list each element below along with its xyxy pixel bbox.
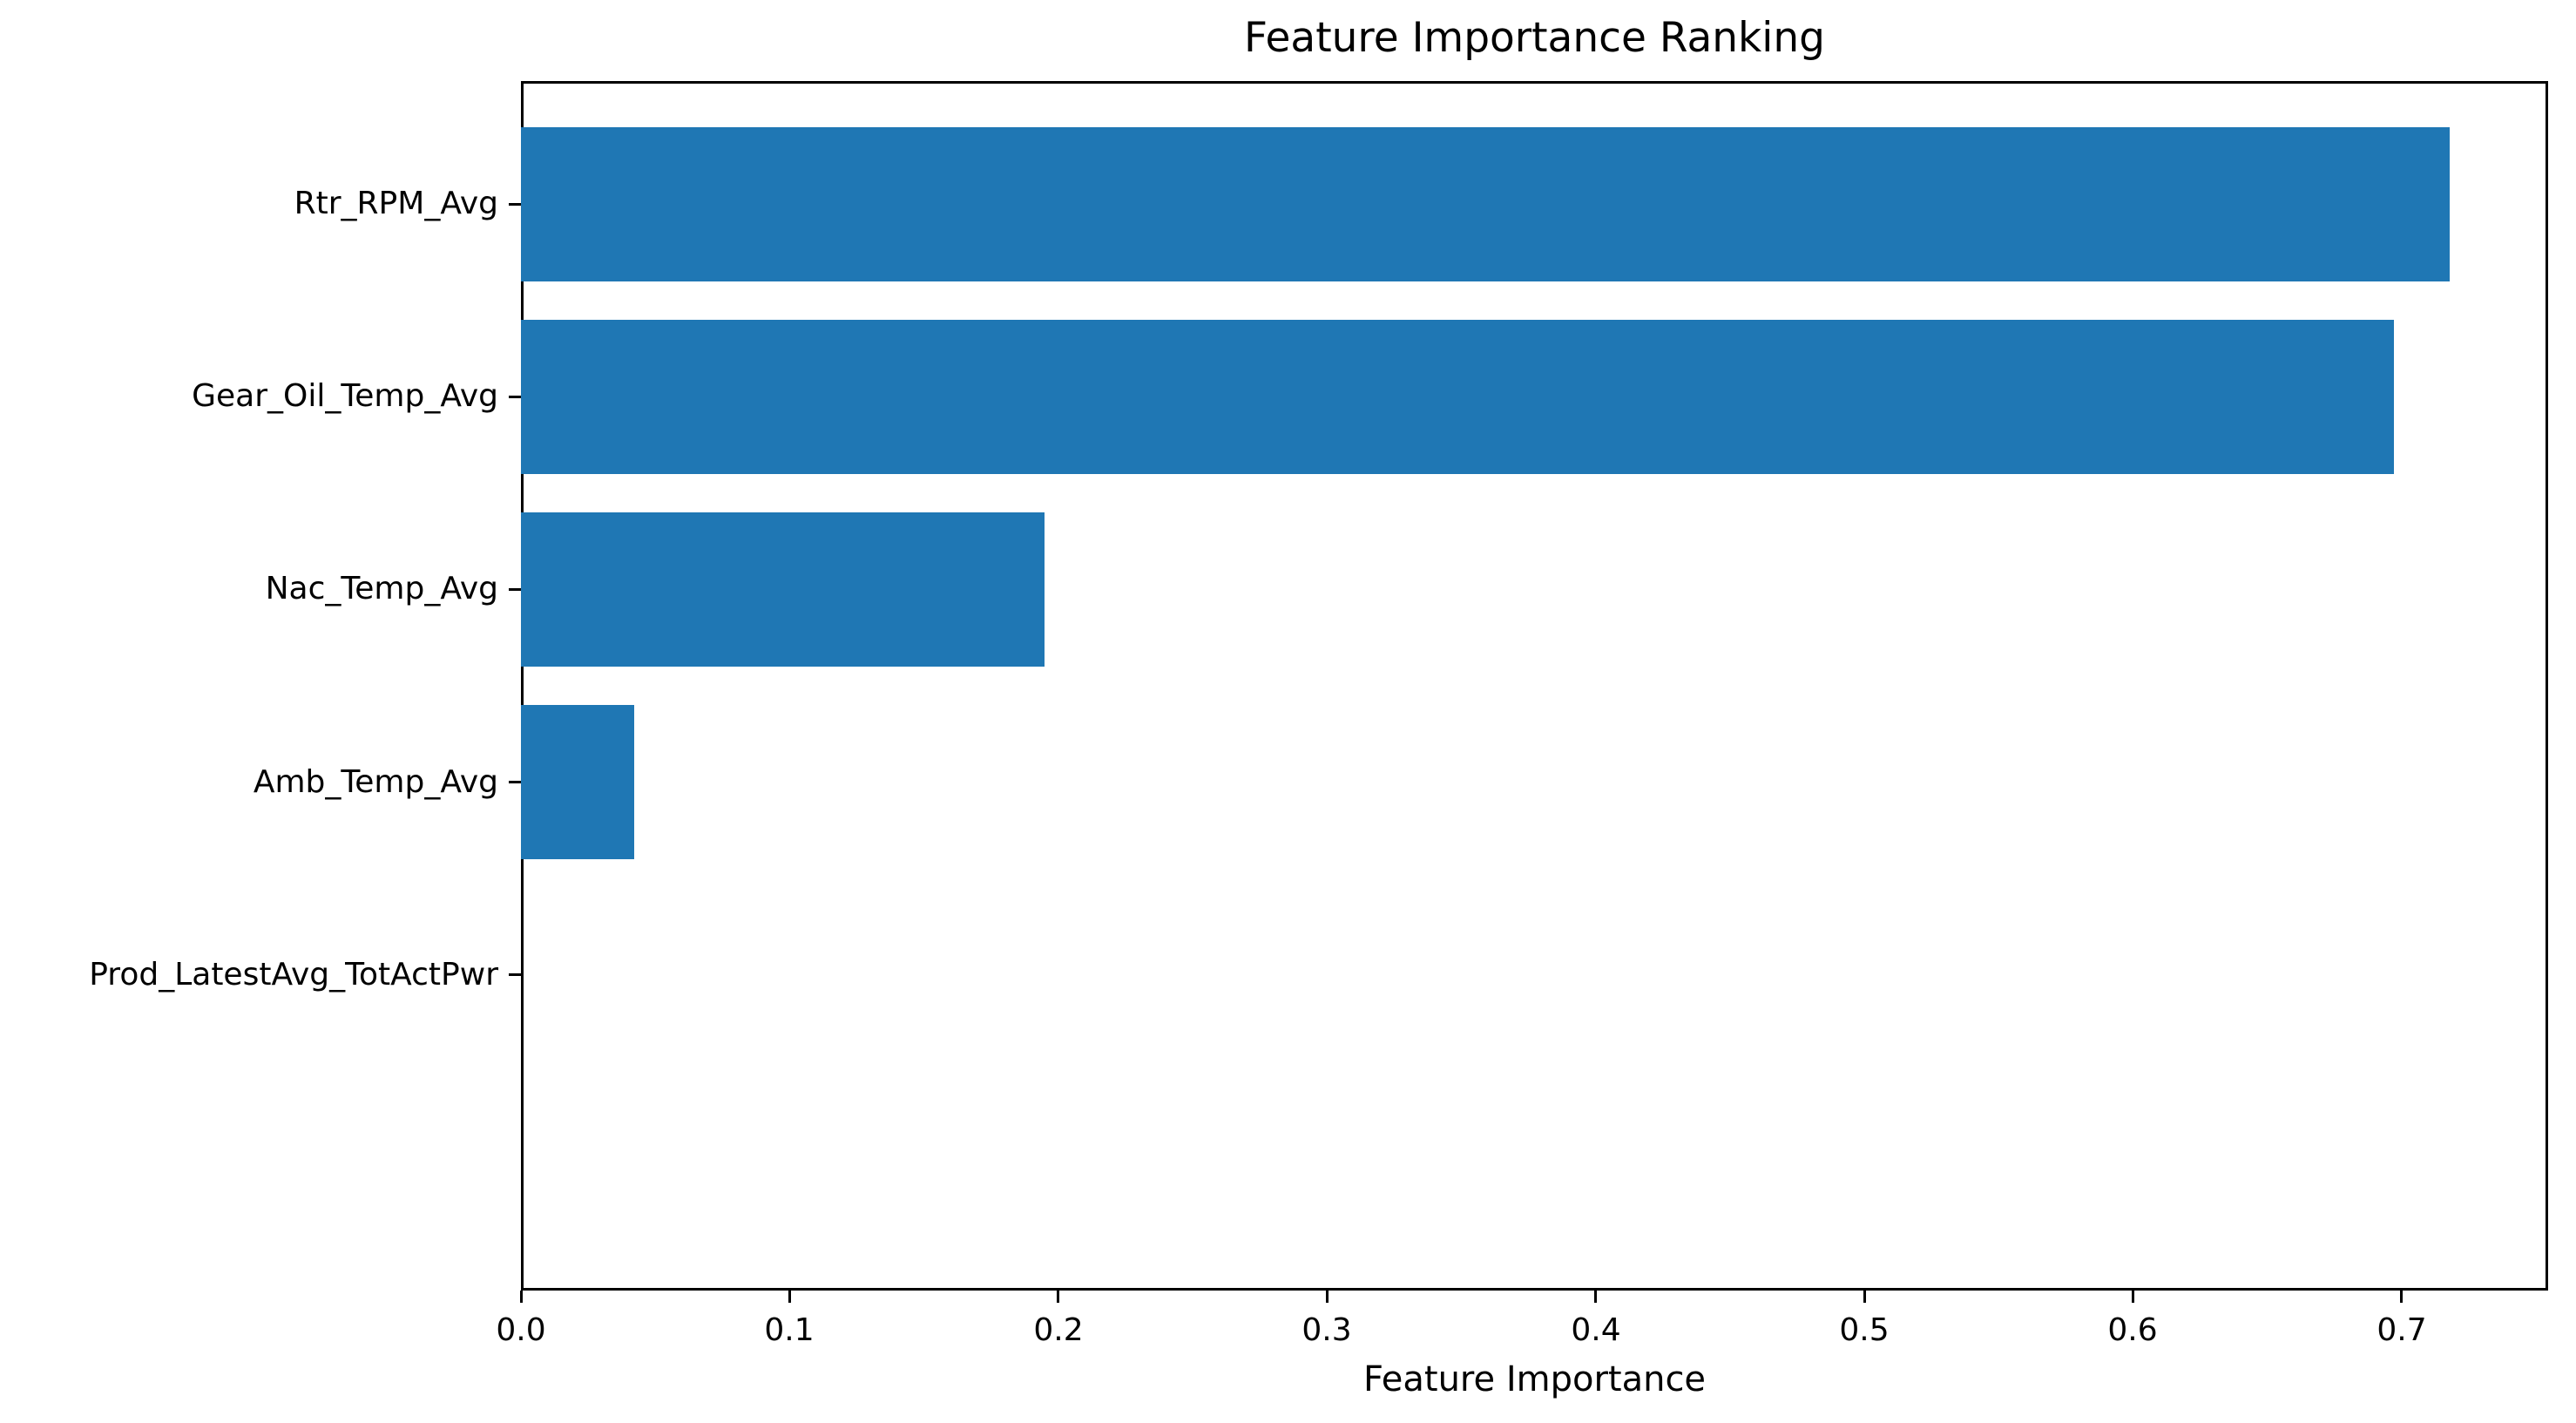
y-tick-label: Rtr_RPM_Avg — [294, 186, 498, 221]
x-tick-mark — [1057, 1291, 1059, 1303]
x-tick-label: 0.6 — [2107, 1312, 2158, 1348]
x-tick-label: 0.1 — [764, 1312, 815, 1348]
x-tick-mark — [1863, 1291, 1866, 1303]
y-tick-mark — [509, 396, 521, 398]
y-tick-mark — [509, 588, 521, 591]
x-tick-label: 0.4 — [1571, 1312, 1621, 1348]
y-tick-mark — [509, 973, 521, 976]
y-tick-mark — [509, 781, 521, 783]
chart-title: Feature Importance Ranking — [1244, 14, 1825, 62]
x-tick-label: 0.2 — [1033, 1312, 1084, 1348]
bar — [521, 320, 2394, 474]
bar — [521, 512, 1045, 667]
x-tick-label: 0.3 — [1302, 1312, 1352, 1348]
x-tick-mark — [1594, 1291, 1597, 1303]
x-tick-label: 0.7 — [2377, 1312, 2427, 1348]
y-tick-label: Nac_Temp_Avg — [265, 571, 498, 606]
x-tick-mark — [788, 1291, 791, 1303]
x-axis-label: Feature Importance — [1362, 1359, 1707, 1399]
bar — [521, 705, 634, 859]
plot-area — [521, 81, 2548, 1291]
x-tick-mark — [2400, 1291, 2403, 1303]
x-tick-mark — [2132, 1291, 2134, 1303]
x-tick-label: 0.0 — [496, 1312, 546, 1348]
y-tick-label: Gear_Oil_Temp_Avg — [192, 378, 498, 414]
x-tick-mark — [520, 1291, 523, 1303]
bar — [521, 127, 2450, 281]
x-tick-mark — [1326, 1291, 1329, 1303]
y-tick-label: Prod_LatestAvg_TotActPwr — [89, 957, 498, 993]
x-tick-label: 0.5 — [1839, 1312, 1890, 1348]
y-tick-mark — [509, 203, 521, 206]
y-tick-label: Amb_Temp_Avg — [253, 764, 498, 800]
